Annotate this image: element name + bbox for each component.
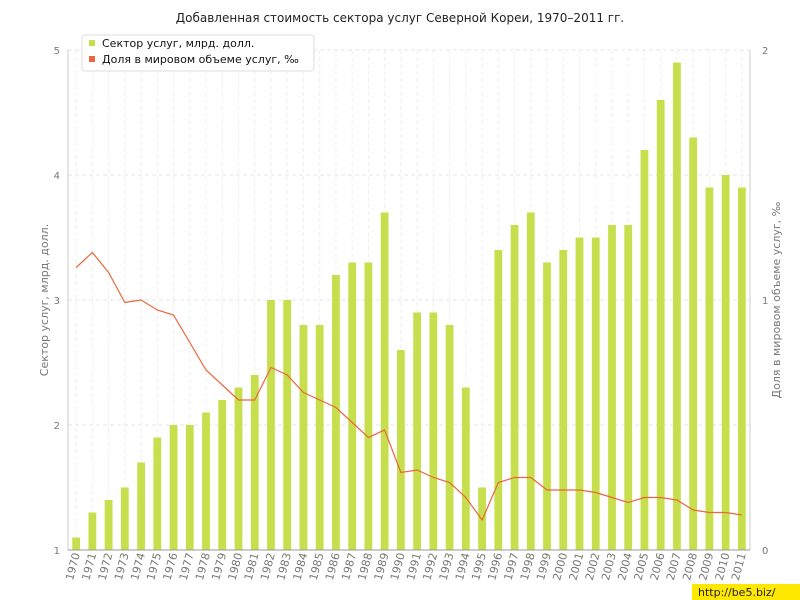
bar [250, 375, 259, 550]
watermark: http://be5.biz/ [692, 584, 800, 600]
y-tick-label: 1 [54, 546, 60, 557]
bar [559, 250, 568, 550]
bar [202, 412, 210, 550]
bar [624, 225, 633, 550]
bar [721, 175, 730, 550]
bar [510, 225, 519, 550]
bar [656, 100, 665, 550]
bar [283, 300, 292, 550]
bar [364, 262, 373, 550]
y-axis-title: Сектор услуг, млрд. долл. [38, 224, 51, 376]
bar [689, 137, 698, 550]
bar [72, 537, 81, 550]
bar [608, 225, 616, 550]
bar [185, 425, 194, 550]
bar [494, 250, 503, 550]
y-tick-label: 4 [54, 171, 60, 182]
bar [705, 187, 714, 550]
bar [299, 325, 308, 550]
share-line [75, 251, 742, 522]
legend-label-line: Доля в мировом объеме услуг, ‰ [102, 53, 299, 66]
bar [218, 400, 227, 550]
bar [673, 62, 681, 550]
legend-swatch-bar [89, 40, 95, 46]
legend-box [81, 34, 315, 72]
axes: 1234501219701971197219731974197519761977… [54, 46, 769, 582]
bar [380, 212, 389, 550]
bar [169, 425, 178, 550]
legend: Сектор услуг, млрд. долл. Доля в мировом… [81, 34, 315, 72]
bar [445, 325, 454, 550]
bar [737, 187, 746, 550]
bars [72, 62, 746, 550]
chart-title: Добавленная стоимость сектора услуг Севе… [176, 11, 624, 25]
y2-axis-title: Доля в мировом объеме услуг, ‰ [770, 201, 783, 398]
bar [413, 312, 422, 550]
bar [575, 237, 584, 550]
bar [591, 237, 600, 550]
bar [267, 300, 275, 550]
bar [315, 325, 324, 550]
watermark-box [692, 584, 800, 600]
bar [234, 387, 243, 550]
bar [120, 487, 129, 550]
bar [153, 437, 162, 550]
bar [137, 462, 145, 550]
bar [88, 512, 97, 550]
line-series [75, 251, 742, 522]
bar [461, 387, 470, 550]
y2-tick-label: 0 [762, 546, 768, 557]
bar [104, 500, 113, 550]
y2-tick-label: 1 [762, 296, 768, 307]
bar [396, 350, 405, 550]
bar [640, 150, 649, 550]
bar [429, 312, 438, 550]
bar [332, 275, 340, 550]
y-tick-label: 5 [54, 46, 60, 57]
legend-swatch-line [89, 56, 95, 62]
legend-label-bar: Сектор услуг, млрд. долл. [102, 37, 254, 50]
y2-tick-label: 2 [762, 46, 768, 57]
y-tick-label: 2 [54, 421, 60, 432]
y-tick-label: 3 [54, 296, 60, 307]
bar [526, 212, 535, 550]
bar [543, 262, 551, 550]
watermark-text: http://be5.biz/ [698, 586, 776, 599]
bar [348, 262, 357, 550]
